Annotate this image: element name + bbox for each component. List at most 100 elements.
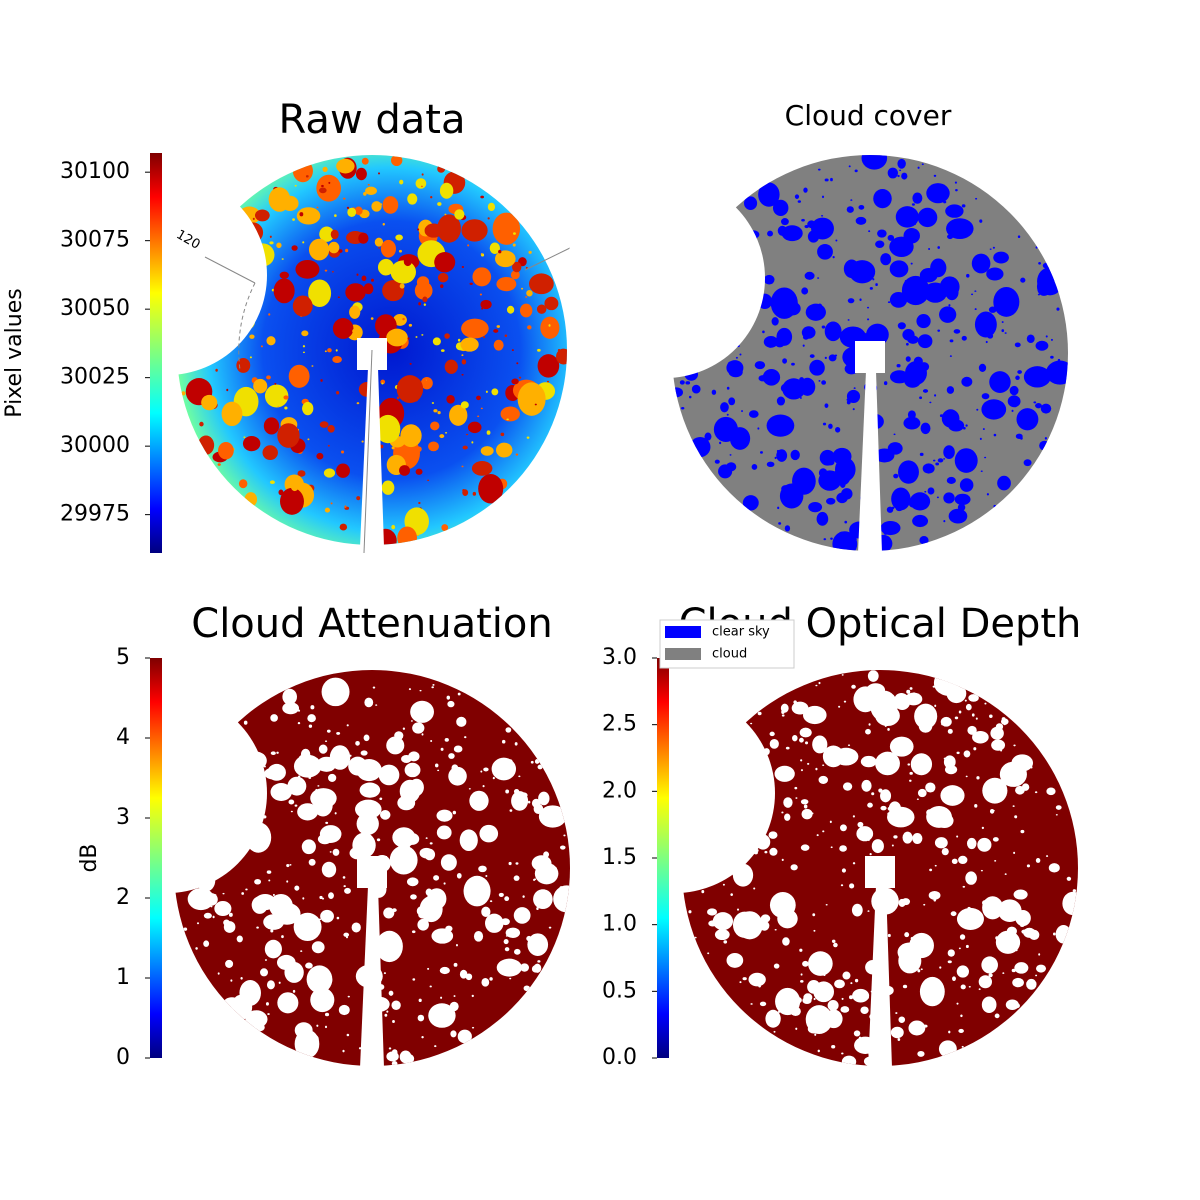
- blob: [981, 956, 998, 974]
- blob: [805, 741, 809, 745]
- blob: [412, 978, 416, 981]
- blob: [776, 327, 793, 346]
- colorbar: [150, 153, 162, 553]
- blob: [408, 688, 412, 691]
- blob: [1035, 340, 1049, 351]
- blob: [326, 729, 331, 733]
- blob: [451, 764, 459, 772]
- panel-title: Cloud Attenuation: [191, 601, 552, 647]
- blob: [448, 753, 455, 759]
- blob: [776, 396, 786, 406]
- blob: [297, 722, 301, 725]
- blob: [869, 852, 872, 856]
- blob: [766, 414, 795, 437]
- blob: [252, 217, 255, 221]
- blob: [825, 904, 828, 906]
- blob: [707, 952, 710, 955]
- blob: [818, 380, 821, 382]
- blob: [302, 897, 305, 900]
- blob: [382, 280, 405, 302]
- blob: [769, 738, 779, 749]
- image-mask: [360, 886, 384, 1068]
- blob: [431, 686, 434, 689]
- blob: [691, 384, 701, 394]
- blob: [817, 511, 828, 522]
- blob: [384, 1013, 388, 1017]
- blob: [510, 270, 520, 280]
- blob: [993, 504, 997, 508]
- blob: [493, 339, 504, 351]
- blob: [429, 985, 432, 988]
- blob: [816, 225, 825, 233]
- y-tick-label: 30050: [60, 296, 130, 321]
- blob: [852, 862, 856, 865]
- blob: [401, 754, 412, 763]
- blob: [720, 402, 729, 413]
- blob: [324, 1012, 330, 1017]
- blob: [504, 947, 510, 952]
- blob: [829, 820, 832, 824]
- blob: [467, 244, 470, 247]
- blob: [781, 218, 789, 226]
- blob: [437, 769, 440, 772]
- blob: [880, 520, 901, 536]
- blob: [320, 379, 323, 382]
- blob: [853, 1030, 861, 1037]
- blob: [708, 920, 717, 927]
- blob: [771, 317, 779, 326]
- blob: [985, 908, 1000, 919]
- blob: [446, 695, 451, 700]
- blob: [910, 262, 913, 265]
- colorbar: [150, 658, 162, 1058]
- blob: [481, 307, 484, 310]
- blob: [762, 330, 765, 334]
- blob: [920, 968, 923, 971]
- blob: [979, 219, 983, 223]
- blob: [830, 177, 833, 182]
- blob: [473, 930, 484, 942]
- blob: [501, 739, 506, 744]
- legend-swatch: [665, 648, 701, 660]
- blob: [463, 875, 491, 907]
- blob: [959, 934, 966, 940]
- blob: [901, 172, 908, 180]
- blob: [411, 806, 414, 808]
- blob: [824, 403, 829, 408]
- image-bite: [67, 693, 267, 893]
- blob: [961, 204, 966, 208]
- blob: [382, 222, 385, 226]
- blob: [249, 334, 255, 339]
- blob: [910, 753, 933, 776]
- blob: [361, 157, 369, 165]
- blob: [405, 833, 420, 845]
- blob: [302, 401, 314, 416]
- blob: [779, 483, 804, 509]
- blob: [801, 808, 813, 820]
- blob: [812, 735, 828, 754]
- blob: [821, 380, 827, 385]
- blob: [434, 252, 456, 273]
- blob: [821, 214, 824, 217]
- blob: [934, 837, 948, 849]
- blob: [444, 359, 458, 374]
- blob: [325, 740, 328, 743]
- blob: [936, 987, 940, 991]
- blob: [389, 845, 418, 875]
- blob: [886, 506, 894, 513]
- blob: [932, 685, 936, 688]
- blob: [981, 393, 990, 400]
- blob: [506, 305, 515, 314]
- blob: [265, 1002, 269, 1006]
- blob: [461, 465, 464, 468]
- blob: [1023, 459, 1032, 467]
- blob: [922, 463, 935, 474]
- blob: [379, 797, 383, 801]
- blob: [847, 744, 851, 746]
- blob: [962, 885, 966, 888]
- blob: [206, 886, 209, 889]
- blob: [342, 1049, 345, 1053]
- blob: [750, 1003, 753, 1005]
- blob: [382, 196, 399, 214]
- blob: [374, 237, 384, 247]
- blob: [380, 239, 397, 258]
